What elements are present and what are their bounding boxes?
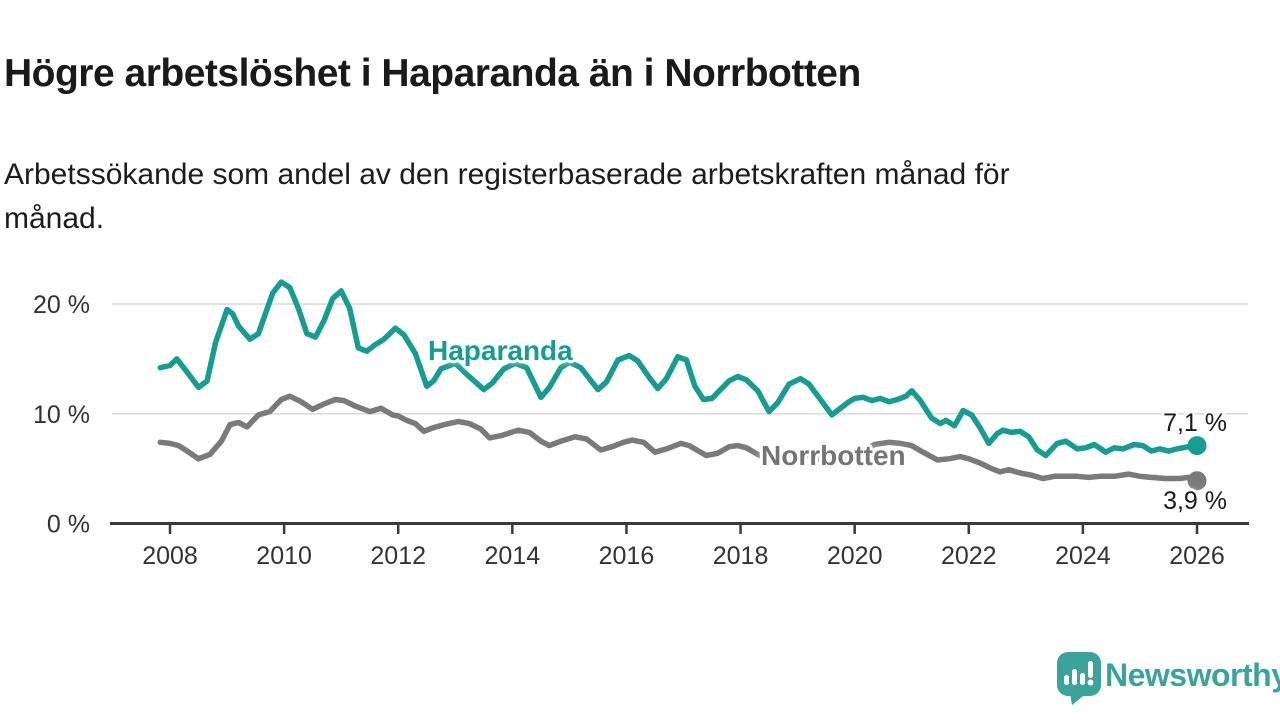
x-tick-label: 2020	[827, 542, 883, 570]
x-tick-label: 2008	[142, 542, 198, 570]
newsworthy-logo-icon	[1057, 652, 1101, 705]
end-value-label-haparanda: 7,1 %	[1163, 409, 1227, 437]
x-tick-label: 2022	[941, 542, 997, 570]
x-tick-label: 2026	[1169, 542, 1225, 570]
y-tick-label: 0 %	[47, 511, 90, 539]
x-tick-label: 2018	[713, 542, 769, 570]
y-tick-label: 20 %	[33, 291, 90, 319]
series-label-norrbotten: Norrbotten	[761, 440, 906, 471]
x-tick-label: 2016	[599, 542, 655, 570]
end-dot-norrbotten	[1187, 471, 1207, 491]
x-tick-label: 2014	[485, 542, 541, 570]
line-norrbotten	[157, 393, 1200, 484]
y-tick-label: 10 %	[33, 401, 90, 429]
line-haparanda	[157, 279, 1200, 459]
page-title: Högre arbetslöshet i Haparanda än i Norr…	[4, 52, 861, 96]
chart-subtitle: Arbetssökande som andel av den registerb…	[4, 158, 1010, 235]
brand-name: Newsworthy	[1105, 656, 1280, 693]
end-dot-haparanda	[1187, 436, 1207, 456]
series-label-haparanda: Haparanda	[428, 335, 573, 366]
x-tick-label: 2024	[1055, 542, 1111, 570]
x-tick-label: 2012	[370, 542, 426, 570]
end-value-label-norrbotten: 3,9 %	[1163, 487, 1227, 515]
x-tick-label: 2010	[256, 542, 312, 570]
